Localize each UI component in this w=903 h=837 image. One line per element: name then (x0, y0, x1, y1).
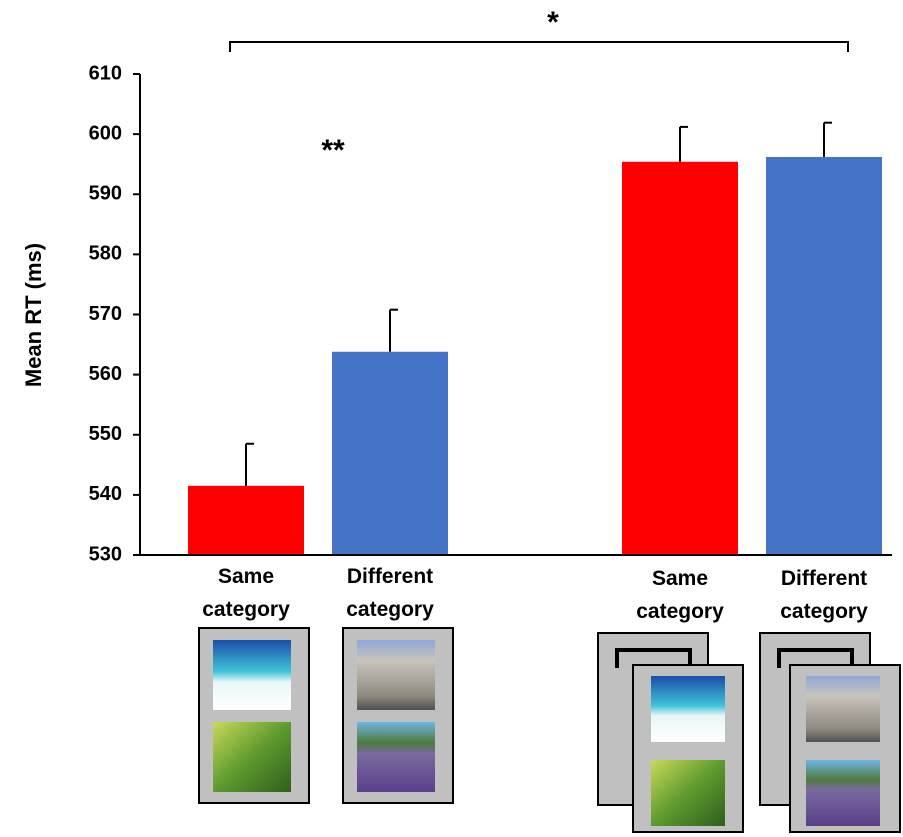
x-tick-label: Different category (320, 560, 460, 626)
y-tick-label: 610 (89, 62, 122, 84)
y-tick-label: 530 (89, 543, 122, 565)
chart: Mean RT (ms) * ** 530 540 550 560 570 580 590 6… (0, 0, 903, 837)
y-tick-label: 590 (89, 183, 122, 205)
y-tick-label: 600 (89, 122, 122, 144)
y-tick-label: 550 (89, 423, 122, 445)
icons (199, 628, 900, 832)
page: Mean RT (ms) * ** 530 540 550 560 570 580 590 6… (0, 0, 903, 837)
significance: * (547, 6, 559, 39)
y-tick-label: 540 (89, 483, 122, 505)
y-tick-label: 570 (89, 303, 122, 325)
y-tick-label: 560 (89, 363, 122, 385)
significance: ** (321, 134, 345, 167)
x-tick-label: Same category (176, 560, 316, 626)
x-tick-label: Same category (610, 562, 750, 628)
bar (188, 486, 304, 555)
bar (332, 352, 448, 555)
y-tick-label: 580 (89, 243, 122, 265)
x-tick-label: Different category (754, 562, 894, 628)
y-axis-label: Mean RT (ms) (21, 243, 46, 387)
bar (622, 162, 738, 555)
bracket (230, 42, 848, 52)
bar (766, 157, 882, 555)
